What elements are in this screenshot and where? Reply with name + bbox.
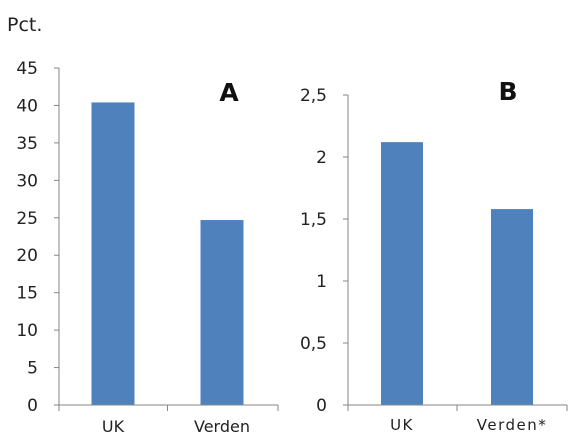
panel-b-y-tick-label: 2 — [316, 148, 327, 168]
panel-a-bar-uk — [91, 102, 135, 406]
panel-a-category-label: UK — [102, 417, 125, 436]
panel-a-bar-verden — [200, 220, 244, 405]
panel-a-y-tick-label: 30 — [16, 171, 38, 191]
panel-b-y-tick-label: 2,5 — [300, 86, 327, 106]
panel-b-bar-verden — [491, 209, 533, 405]
unit-label: Pct. — [7, 14, 43, 36]
panel-a-y-tick-label: 40 — [16, 96, 38, 116]
panel-b-y-tick-label: 0,5 — [300, 334, 327, 354]
panel-b-letter: B — [498, 77, 517, 106]
panel-a-y-tick-label: 45 — [16, 59, 38, 79]
panel-a-y-tick-label: 20 — [16, 246, 38, 266]
panel-a-y-tick-label: 10 — [16, 321, 38, 341]
panel-a-y-tick-label: 0 — [27, 396, 38, 416]
panel-b-y-tick-label: 1,5 — [300, 210, 327, 230]
panel-a-y-tick-label: 15 — [16, 284, 38, 304]
panel-b-category-label: Verden* — [477, 416, 548, 434]
panel-b-y-tick-label: 1 — [316, 272, 327, 292]
panel-a-y-tick-label: 25 — [16, 209, 38, 229]
panel-b-y-tick-label: 0 — [316, 396, 327, 416]
panel-a-y-tick-label: 5 — [27, 359, 38, 379]
panel-b-bar-uk — [381, 142, 423, 405]
panel-a-category-label: Verden — [194, 417, 250, 436]
panel-b-category-label: UK — [390, 416, 414, 434]
panel-a-letter: A — [219, 78, 239, 107]
panel-a-y-tick-label: 35 — [16, 134, 38, 154]
